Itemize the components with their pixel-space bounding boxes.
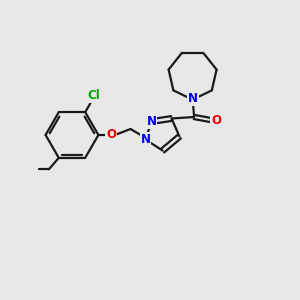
Text: Cl: Cl: [88, 89, 100, 102]
Text: N: N: [146, 115, 157, 128]
Text: N: N: [188, 92, 198, 105]
Text: O: O: [211, 113, 221, 127]
Text: N: N: [140, 133, 151, 146]
Text: O: O: [106, 128, 116, 142]
